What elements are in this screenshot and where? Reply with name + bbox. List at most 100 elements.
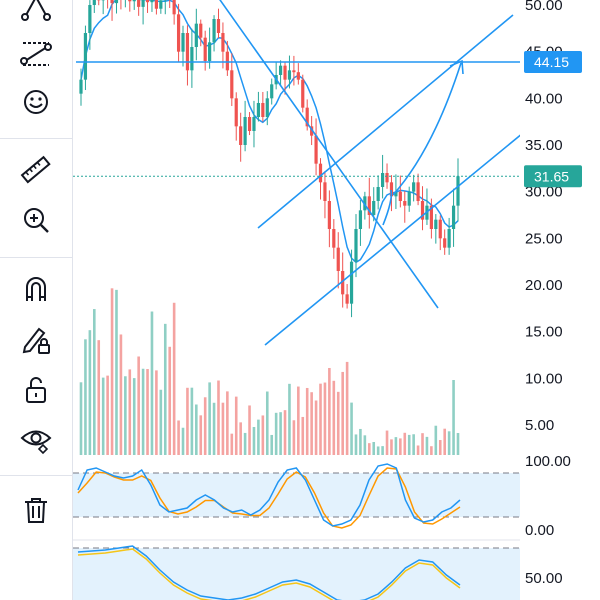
candle-body <box>145 0 150 3</box>
volume-bar <box>270 434 274 455</box>
volume-bar <box>88 330 92 455</box>
candle-body <box>318 163 323 183</box>
candle-body <box>341 271 345 295</box>
candle-body <box>194 23 198 47</box>
volume-bar <box>328 367 331 455</box>
candle-body <box>199 23 203 38</box>
fib-tool-button[interactable] <box>12 0 60 32</box>
volume-bar <box>452 380 455 455</box>
zoom-in-button[interactable] <box>12 198 60 246</box>
eye-button[interactable] <box>12 416 60 464</box>
volume-bar <box>84 339 87 455</box>
candle-body <box>287 70 292 80</box>
volume-bar <box>305 387 309 455</box>
volume-bar <box>301 416 305 455</box>
candle-body <box>239 126 243 145</box>
emoji-button[interactable] <box>12 80 60 128</box>
candle-body <box>247 117 252 131</box>
volume-bar <box>97 340 101 455</box>
candle-body <box>261 103 265 117</box>
volume-bar <box>310 392 313 455</box>
volume-bar <box>150 311 154 455</box>
candle-body <box>447 229 451 248</box>
volume-bar <box>181 427 185 455</box>
candle-body <box>234 98 238 127</box>
magnet-button[interactable] <box>12 268 60 316</box>
volume-bar <box>265 391 269 455</box>
volume-bar <box>350 402 353 455</box>
candle-body <box>438 219 442 239</box>
volume-bar <box>141 368 145 455</box>
candle-body <box>185 33 190 71</box>
osc2-fast-line <box>77 545 461 600</box>
zoom-in-icon <box>19 203 53 242</box>
volume-bar <box>359 428 362 455</box>
trash-button[interactable] <box>12 488 60 536</box>
candle-body <box>265 98 269 117</box>
volume-bar <box>261 415 265 455</box>
projection-arrow-head <box>449 59 464 75</box>
volume-bar <box>390 439 393 455</box>
price-axis-label: 40.00 <box>525 90 563 107</box>
candle-body <box>305 107 309 127</box>
pattern-tool-button[interactable] <box>12 30 60 78</box>
chart-canvas[interactable]: 50.0045.0040.0035.0030.0025.0020.0015.00… <box>73 0 600 600</box>
price-axis-label: 35.00 <box>525 137 563 154</box>
candle-body <box>310 126 314 136</box>
volume-bar <box>168 346 172 455</box>
volume-bar <box>115 289 118 455</box>
volume-bar <box>243 432 247 455</box>
volume-bar <box>456 433 460 455</box>
candle-body <box>434 219 438 229</box>
trash-icon <box>19 493 53 532</box>
osc1-axis-label: 0.00 <box>525 522 554 539</box>
candle-body <box>88 5 92 33</box>
magnet-icon <box>19 273 53 312</box>
pattern-tool-icon <box>19 35 53 74</box>
volume-bar <box>79 382 83 455</box>
candle-body <box>323 182 327 201</box>
trendline-drawings[interactable] <box>73 0 524 346</box>
volume-bar <box>132 378 136 455</box>
price-axis-label: 30.00 <box>525 184 563 201</box>
volume-bar <box>155 370 158 455</box>
volume-bar <box>124 376 127 455</box>
price-axis: 50.0045.0040.0035.0030.0025.0020.0015.00… <box>520 0 600 600</box>
candle-body <box>345 294 349 304</box>
volume-bar <box>279 412 282 455</box>
chart-area[interactable]: 50.0045.0040.0035.0030.0025.0020.0015.00… <box>73 0 600 600</box>
candle-body <box>278 65 283 75</box>
volume-bar <box>412 434 415 455</box>
volume-bar <box>323 382 327 455</box>
candle-body <box>456 176 460 206</box>
oscillator-pane-2 <box>73 545 520 600</box>
volume-bar <box>137 356 140 455</box>
volume-bar <box>376 446 380 455</box>
candle-body <box>292 70 296 73</box>
unlock-button[interactable] <box>12 368 60 416</box>
volume-bar <box>239 422 242 455</box>
volume-bar <box>336 391 340 455</box>
candle-body <box>137 0 141 7</box>
volume-bar <box>341 371 344 455</box>
price-axis-label: 10.00 <box>525 370 563 387</box>
volume-bar <box>230 433 234 455</box>
candle-body <box>443 238 447 248</box>
candle-body <box>301 79 305 108</box>
projection-arrow <box>392 62 462 196</box>
candle-body <box>141 0 145 7</box>
ruler-icon <box>19 153 53 192</box>
volume-bar <box>93 309 96 455</box>
horizontal-line-price-text: 44.15 <box>534 54 569 70</box>
candle-body <box>225 51 229 71</box>
candle-body <box>92 0 96 5</box>
price-axis-label: 25.00 <box>525 230 563 247</box>
ruler-button[interactable] <box>12 148 60 196</box>
volume-bar <box>363 435 367 455</box>
volume-bar <box>195 404 198 455</box>
price-axis-background <box>520 0 600 600</box>
volume-bar <box>403 432 407 455</box>
eye-icon <box>19 421 53 460</box>
candle-body <box>385 173 389 183</box>
lock-drawing-button[interactable] <box>12 318 60 366</box>
